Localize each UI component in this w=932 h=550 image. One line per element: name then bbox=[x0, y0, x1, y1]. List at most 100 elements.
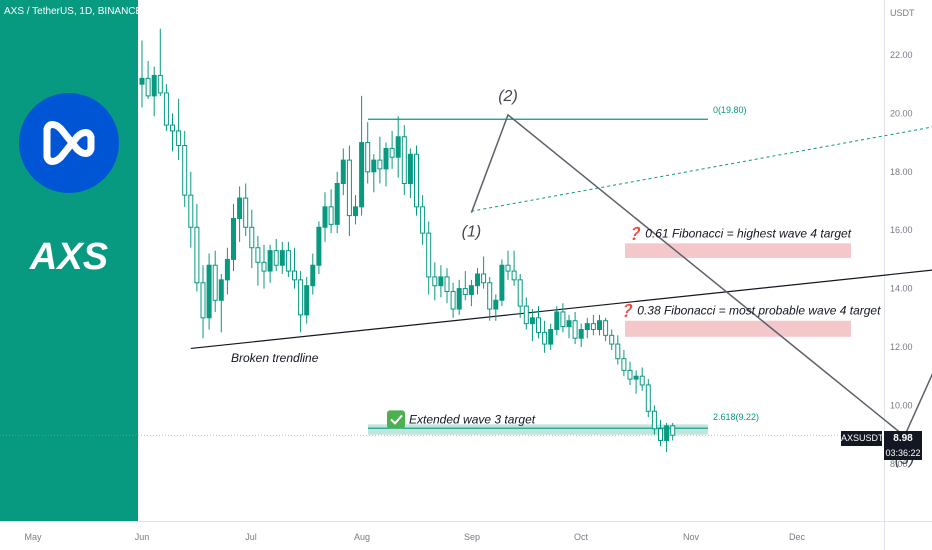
candle-body bbox=[218, 279, 224, 301]
check-mark-stroke bbox=[390, 414, 403, 425]
candle-body bbox=[310, 264, 316, 287]
candle-body bbox=[353, 206, 358, 217]
candle-body bbox=[420, 206, 426, 234]
wave-label: (1) bbox=[462, 224, 482, 241]
candle-body bbox=[633, 375, 639, 380]
candle-body bbox=[639, 375, 645, 386]
candle-body bbox=[243, 197, 249, 228]
y-tick-label: 18.00 bbox=[890, 167, 913, 177]
candle-body bbox=[298, 279, 304, 316]
candle-body bbox=[438, 276, 444, 287]
y-tick-label: 10.00 bbox=[890, 400, 913, 410]
candle-body bbox=[572, 320, 578, 339]
candle-body bbox=[505, 264, 511, 272]
candle-body bbox=[157, 74, 163, 94]
candle-body bbox=[444, 276, 450, 293]
candle-body bbox=[176, 130, 182, 147]
wave3-target-label: Extended wave 3 target bbox=[409, 412, 536, 426]
candle-body bbox=[651, 410, 657, 430]
candle-body bbox=[511, 270, 517, 281]
candle-body bbox=[566, 320, 572, 328]
candle-body bbox=[346, 159, 352, 217]
candle-body bbox=[578, 328, 584, 339]
candle-body bbox=[627, 369, 633, 380]
candle-body bbox=[359, 142, 365, 208]
candle-body bbox=[139, 77, 145, 85]
symbol-title: AXS / TetherUS, 1D, BINANCE bbox=[4, 6, 143, 17]
candle-body bbox=[377, 159, 383, 170]
candle-body bbox=[523, 305, 529, 325]
candlestick-series bbox=[139, 28, 676, 453]
candle-body bbox=[334, 182, 340, 225]
x-tick-label: Nov bbox=[683, 532, 700, 542]
candle-body bbox=[560, 311, 566, 328]
fib-zero-label: 0(19.80) bbox=[713, 105, 747, 115]
candle-body bbox=[255, 247, 261, 263]
fib-ext-label: 2.618(9.22) bbox=[713, 412, 759, 422]
candle-body bbox=[279, 250, 285, 266]
broken-trendline bbox=[190, 269, 932, 350]
candle-body bbox=[401, 136, 407, 184]
left-logo-panel bbox=[0, 0, 138, 521]
candle-body bbox=[383, 147, 389, 170]
candle-body bbox=[212, 264, 218, 301]
x-tick-label: Jun bbox=[135, 532, 150, 542]
price-tag-price: 8.98 bbox=[884, 431, 922, 446]
candle-body bbox=[292, 270, 297, 281]
candle-body bbox=[267, 250, 273, 272]
candle-body bbox=[590, 323, 596, 330]
candle-body bbox=[468, 285, 474, 295]
price-tag-symbol: AXSUSDT bbox=[841, 431, 884, 446]
target-zones bbox=[368, 118, 851, 435]
candle-body bbox=[389, 147, 395, 158]
candle-body bbox=[407, 153, 413, 184]
highest-target-label: ❓ 0.61 Fibonacci = highest wave 4 target bbox=[627, 226, 852, 240]
candle-body bbox=[426, 232, 432, 278]
candle-body bbox=[151, 74, 157, 97]
candle-body bbox=[365, 142, 371, 173]
x-tick-label: Oct bbox=[574, 532, 589, 542]
x-tick-label: May bbox=[24, 532, 42, 542]
wave-1-3-line bbox=[470, 113, 905, 437]
candle-body bbox=[658, 428, 663, 441]
candle-body bbox=[536, 317, 541, 333]
candle-body bbox=[170, 124, 175, 132]
candle-body bbox=[182, 145, 188, 196]
candle-body bbox=[609, 334, 615, 345]
annotation-lines bbox=[0, 113, 932, 437]
price-tag-countdown: 03:36:22 bbox=[884, 446, 922, 460]
candle-body bbox=[529, 317, 535, 325]
logo-text: AXS bbox=[29, 236, 109, 278]
candle-body bbox=[224, 258, 230, 281]
candle-body bbox=[475, 273, 480, 287]
y-tick-label: 12.00 bbox=[890, 342, 913, 352]
candle-body bbox=[493, 299, 499, 310]
candle-body bbox=[249, 226, 255, 249]
check-mark-icon bbox=[387, 410, 405, 429]
candle-body bbox=[206, 264, 212, 319]
probable-target-label: ❓ 0.38 Fibonacci = most probable wave 4 … bbox=[619, 304, 881, 318]
y-axis-currency: USDT bbox=[890, 8, 915, 18]
candle-body bbox=[615, 343, 621, 360]
candle-body bbox=[481, 273, 487, 284]
logo-panel: AXS / TetherUS, 1D, BINANCE AXS bbox=[0, 0, 142, 521]
candle-body bbox=[487, 282, 493, 310]
probable-wave4-zone bbox=[625, 320, 851, 337]
y-tick-label: 22.00 bbox=[890, 50, 913, 60]
candle-body bbox=[603, 320, 609, 336]
candle-body bbox=[395, 136, 401, 158]
wave3-target-zone bbox=[368, 424, 708, 435]
candle-body bbox=[371, 159, 377, 173]
candle-body bbox=[285, 250, 291, 272]
candle-body bbox=[621, 358, 627, 371]
candle-body bbox=[322, 206, 328, 228]
price-tag: AXSUSDT 8.98 03:36:22 bbox=[841, 431, 932, 461]
candle-body bbox=[194, 226, 200, 284]
candle-body bbox=[145, 77, 151, 97]
y-tick-label: 20.00 bbox=[890, 108, 913, 118]
candle-body bbox=[304, 285, 310, 316]
candle-body bbox=[664, 425, 670, 441]
candle-body bbox=[584, 323, 590, 330]
candle-body bbox=[432, 276, 438, 287]
